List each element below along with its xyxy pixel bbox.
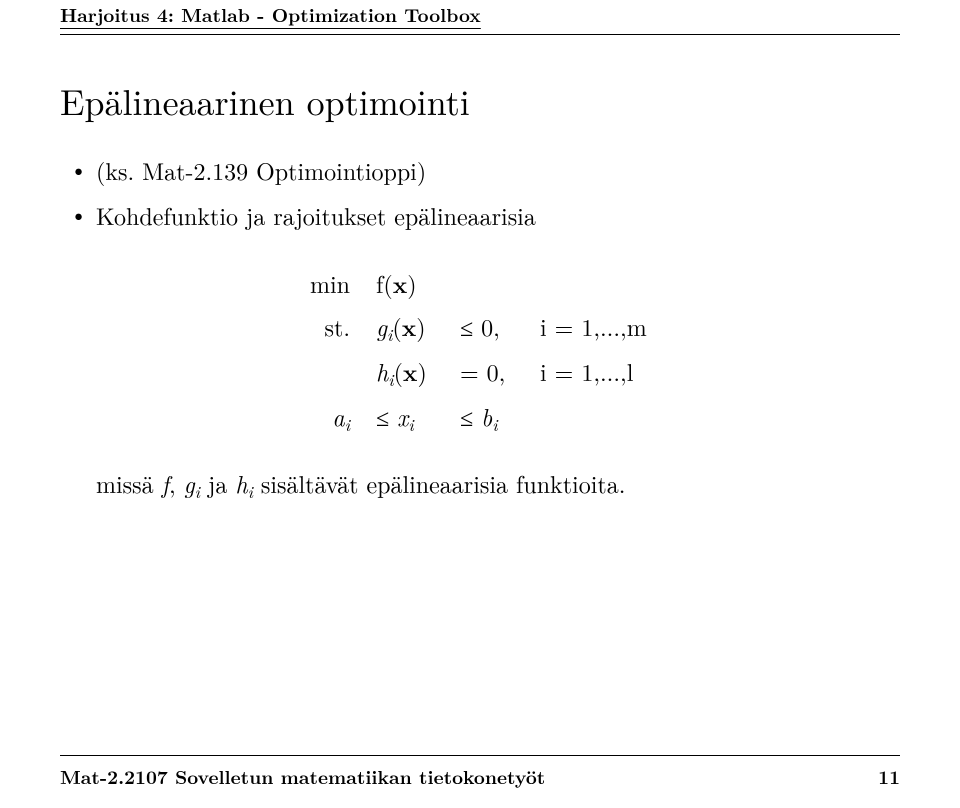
text: missä: [96, 466, 162, 500]
math-sym: f: [162, 466, 169, 500]
math-sub: i: [345, 413, 350, 437]
math-rel: = 0,: [460, 350, 540, 392]
footer-rule: [60, 755, 900, 756]
math-rel: ≤: [376, 399, 397, 433]
text: sisältävät epälineaarisia funktioita.: [253, 466, 626, 500]
math-expr: gi(x): [376, 305, 460, 350]
math-label: st.: [260, 305, 376, 347]
footer-line: Mat-2.2107 Sovelletun matematiikan tieto…: [60, 762, 900, 790]
conclusion-text: missä f, gi ja hi sisältävät epälineaari…: [96, 466, 900, 504]
page-header: Harjoitus 4: Matlab - Optimization Toolb…: [60, 0, 900, 36]
math-block: min f(x) st. gi(x) ≤ 0, i = 1,...,m hi(x…: [260, 262, 900, 440]
math-sym: b: [481, 399, 492, 433]
math-sub: i: [492, 413, 497, 437]
math-rel: ≤: [460, 399, 481, 433]
page-footer: Mat-2.2107 Sovelletun matematiikan tieto…: [60, 755, 900, 790]
page-number: 11: [878, 762, 900, 790]
text: ,: [169, 466, 184, 500]
list-item: (ks. Mat-2.139 Optimointioppi): [96, 150, 900, 191]
math-sym: h: [235, 466, 247, 500]
math-label: min: [260, 262, 376, 304]
math-range: i = 1,...,m: [540, 305, 647, 347]
math-sym: h: [376, 354, 388, 388]
math-sub: i: [408, 413, 413, 437]
math-expr: ≤ bi: [460, 395, 540, 440]
list-item: Kohdefunktio ja rajoitukset epälineaaris…: [96, 195, 900, 236]
math-expr: ≤ xi: [376, 395, 460, 440]
math-sym: g: [376, 309, 387, 343]
page: Harjoitus 4: Matlab - Optimization Toolb…: [0, 0, 960, 808]
bullet-list: (ks. Mat-2.139 Optimointioppi) Kohdefunk…: [60, 150, 900, 236]
footer-left: Mat-2.2107 Sovelletun matematiikan tieto…: [60, 762, 545, 790]
page-title: Epälineaarinen optimointi: [60, 75, 900, 126]
math-sym: x: [397, 399, 408, 433]
math-row: st. gi(x) ≤ 0, i = 1,...,m: [260, 305, 900, 350]
math-sub: i: [388, 367, 393, 391]
math-rel: ≤ 0,: [460, 305, 540, 347]
math-sym: a: [332, 399, 344, 433]
math-sub: i: [387, 322, 392, 346]
math-sym: g: [184, 466, 195, 500]
text: ja: [200, 466, 235, 500]
math-expr: hi(x): [376, 350, 460, 395]
math-expr: f(x): [376, 262, 460, 305]
math-expr: ai: [260, 395, 376, 440]
math-row: min f(x): [260, 262, 900, 305]
header-rule: [60, 34, 900, 35]
math-row: hi(x) = 0, i = 1,...,l: [260, 350, 900, 395]
math-row: ai ≤ xi ≤ bi: [260, 395, 900, 440]
math-range: i = 1,...,l: [540, 350, 633, 392]
